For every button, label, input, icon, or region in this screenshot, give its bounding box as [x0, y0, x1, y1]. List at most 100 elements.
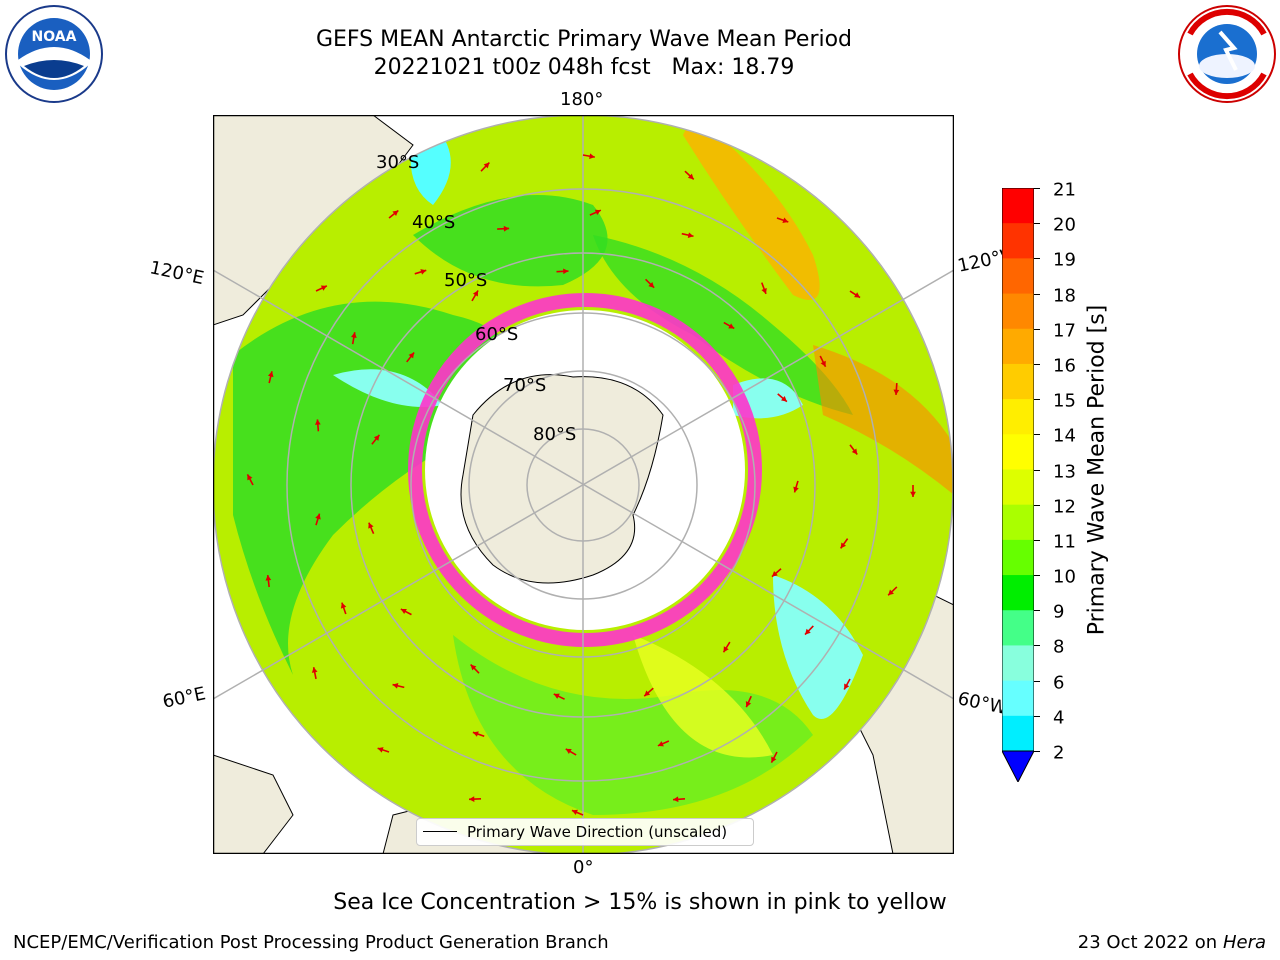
colorbar-segment — [1002, 188, 1034, 224]
footer-machine: Hera — [1222, 932, 1266, 953]
colorbar-segment — [1002, 293, 1034, 330]
wave-arrow-head — [854, 292, 861, 298]
footer-date: 23 Oct 2022 on — [1077, 932, 1223, 953]
wave-arrow-head — [781, 396, 787, 402]
wave-arrow-head — [267, 371, 274, 378]
map-panel — [212, 114, 955, 855]
lat-label-70s: 70°S — [503, 375, 547, 396]
wave-arrow-head — [368, 522, 374, 529]
noaa-logo-text: NOAA — [32, 29, 77, 45]
lat-label-50s: 50°S — [444, 270, 488, 291]
colorbar-segment — [1002, 504, 1034, 541]
wave-arrow-head — [408, 352, 415, 359]
wave-arrow-head — [805, 628, 811, 635]
polar-map — [212, 114, 955, 855]
wave-arrow-head — [340, 602, 347, 609]
map-legend: Primary Wave Direction (unscaled) — [416, 818, 754, 846]
wave-arrow-head — [265, 575, 272, 581]
legend-label: Primary Wave Direction (unscaled) — [467, 823, 728, 841]
lon-label-60w: 60°W — [955, 688, 1009, 720]
wave-arrow-head — [820, 360, 826, 367]
colorbar-tick-mark — [1034, 258, 1040, 260]
wave-arrow-head — [793, 486, 799, 493]
wave-arrow-head — [247, 474, 253, 481]
colorbar-segment — [1002, 258, 1034, 295]
colorbar-segment — [1002, 645, 1034, 682]
wave-arrow-head — [888, 589, 894, 596]
lon-label-60e: 60°E — [160, 683, 208, 713]
wave-arrow-head — [470, 664, 477, 671]
wave-arrow-head — [648, 281, 655, 288]
colorbar-tick-mark — [1034, 610, 1040, 612]
colorbar-svg — [1001, 187, 1035, 784]
colorbar-tick-label: 21 — [1053, 179, 1076, 201]
colorbar-tick-label: 2 — [1053, 742, 1065, 764]
footer-left: NCEP/EMC/Verification Post Processing Pr… — [13, 932, 609, 953]
lat-label-60s: 60°S — [475, 324, 519, 345]
colorbar-tick-mark — [1034, 223, 1040, 225]
lat-label-30s: 30°S — [376, 152, 420, 173]
footer-right: 23 Oct 2022 on Hera — [1078, 932, 1266, 953]
colorbar-tick-mark — [1034, 363, 1040, 365]
colorbar-tick-mark — [1034, 645, 1040, 647]
colorbar-tick-label: 15 — [1053, 390, 1076, 412]
colorbar-segment — [1002, 434, 1034, 470]
colorbar-tick-label: 14 — [1053, 425, 1076, 447]
colorbar-tick-label: 12 — [1053, 496, 1076, 518]
wave-arrow-head — [771, 570, 778, 577]
colorbar-tick-mark — [1034, 469, 1040, 471]
wave-arrow-head — [377, 747, 384, 753]
colorbar-tick-label: 9 — [1053, 601, 1065, 623]
colorbar-tick-mark — [1034, 575, 1040, 577]
colorbar-tick-mark — [1034, 715, 1040, 717]
colorbar-segment — [1002, 610, 1034, 646]
wave-arrow-head — [392, 210, 399, 217]
wave-arrow-head — [745, 701, 752, 708]
colorbar-tick-mark — [1034, 751, 1040, 752]
wave-arrow-head — [657, 741, 664, 747]
wave-arrow-head — [420, 269, 427, 275]
colorbar-tick-mark — [1034, 188, 1040, 189]
colorbar-segment — [1002, 223, 1034, 259]
wave-arrow-head — [503, 225, 510, 232]
colorbar-tick-label: 17 — [1053, 320, 1076, 342]
wave-arrow-head — [351, 332, 357, 338]
nws-logo — [1176, 4, 1278, 104]
colorbar-tick-label: 10 — [1053, 566, 1076, 588]
wave-arrow-head — [472, 290, 479, 297]
colorbar-tick-mark — [1034, 539, 1040, 541]
legend-line-swatch — [423, 831, 457, 832]
colorbar-segment — [1002, 469, 1034, 506]
colorbar-tick-mark — [1034, 328, 1040, 330]
colorbar-tick-mark — [1034, 680, 1040, 682]
wave-arrow-head — [314, 419, 321, 425]
wave-arrow-head — [571, 809, 578, 816]
wave-arrow-head — [400, 608, 407, 615]
lat-label-80s: 80°S — [533, 424, 577, 445]
colorbar-tick-label: 19 — [1053, 249, 1076, 271]
colorbar-tick-label: 13 — [1053, 461, 1076, 482]
wave-arrow-head — [563, 268, 569, 275]
wave-arrow-head — [840, 542, 847, 549]
wave-direction-arrows — [246, 153, 916, 816]
wave-arrow-head — [315, 513, 321, 520]
colorbar-tick-label: 6 — [1053, 672, 1065, 694]
colorbar-tick-label: 18 — [1053, 285, 1076, 307]
colorbar-segment — [1002, 715, 1034, 752]
colorbar — [1001, 187, 1035, 784]
lat-label-40s: 40°S — [412, 212, 456, 233]
colorbar-segment — [1002, 680, 1034, 717]
colorbar-tick-label: 16 — [1053, 355, 1076, 377]
lon-label-0: 0° — [573, 857, 594, 878]
chart-title: GEFS MEAN Antarctic Primary Wave Mean Pe… — [315, 27, 853, 52]
colorbar-tick-mark — [1034, 293, 1040, 295]
colorbar-segment — [1002, 363, 1034, 400]
wave-arrow-head — [728, 323, 735, 329]
colorbar-segment — [1002, 399, 1034, 435]
colorbar-label: Primary Wave Mean Period [s] — [1084, 304, 1110, 636]
wave-arrow-head — [844, 683, 850, 690]
colorbar-tick-label: 11 — [1053, 531, 1076, 553]
wave-arrow-head — [472, 731, 479, 737]
wave-arrow-head — [311, 667, 318, 673]
colorbar-tick-mark — [1034, 504, 1040, 506]
